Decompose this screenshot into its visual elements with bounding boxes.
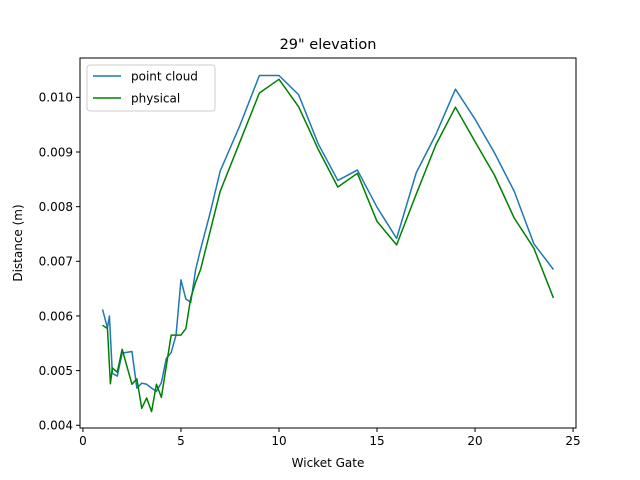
x-tick-label: 5 xyxy=(177,434,185,448)
x-tick-label: 0 xyxy=(79,434,87,448)
legend-label-physical: physical xyxy=(131,92,180,106)
series-layer xyxy=(101,74,555,413)
y-tick-label: 0.008 xyxy=(39,200,73,214)
y-tick-label: 0.006 xyxy=(39,309,73,323)
legend-label-point-cloud: point cloud xyxy=(131,70,198,84)
x-tick-label: 15 xyxy=(369,434,384,448)
y-tick-label: 0.005 xyxy=(39,364,73,378)
legend: point cloud physical xyxy=(86,64,216,112)
series-line-point-cloud xyxy=(101,74,555,393)
ticks-layer: 0 5 10 15 20 25 0.004 0.005 0.006 0.007 0.008 0.009… xyxy=(39,91,581,448)
x-axis-label: Wicket Gate xyxy=(292,456,365,470)
x-tick-label: 25 xyxy=(565,434,580,448)
y-tick-label: 0.009 xyxy=(39,145,73,159)
y-tick-label: 0.007 xyxy=(39,255,73,269)
y-tick-label: 0.004 xyxy=(39,419,73,433)
y-tick-label: 0.010 xyxy=(39,91,73,105)
series-line-physical xyxy=(102,78,555,413)
y-axis-label: Distance (m) xyxy=(11,204,25,281)
plot-frame xyxy=(79,57,577,429)
chart-title: 29" elevation xyxy=(280,37,377,53)
x-tick-label: 20 xyxy=(467,434,482,448)
x-tick-label: 10 xyxy=(271,434,286,448)
